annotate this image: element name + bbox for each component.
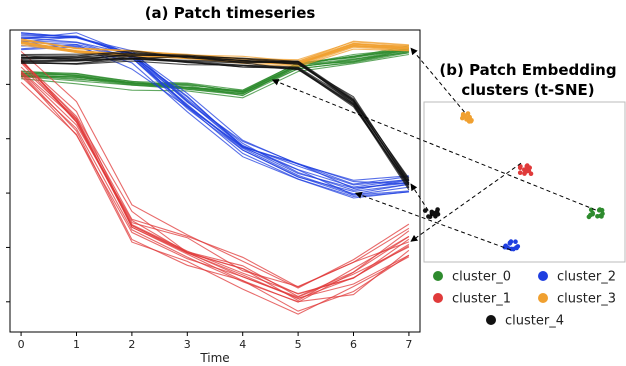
x-tick-label: 2 — [128, 338, 135, 351]
series-line — [20, 76, 410, 303]
timeseries-frame — [9, 29, 421, 333]
embedding-point — [467, 114, 473, 120]
series-line — [21, 56, 410, 188]
series-line — [21, 32, 409, 186]
cluster-points-cluster_0 — [586, 207, 605, 220]
series-line — [21, 32, 409, 185]
series-line — [20, 81, 410, 315]
x-tick-label: 7 — [405, 338, 412, 351]
legend-entry-cluster_4: cluster_4 — [486, 314, 564, 329]
embedding-point — [422, 208, 428, 213]
series-cluster_2 — [21, 32, 410, 199]
series-line — [21, 48, 410, 97]
timeseries-title: (a) Patch timeseries — [144, 4, 316, 22]
series-cluster_4 — [21, 50, 410, 191]
series-line — [21, 51, 410, 182]
cluster-points-cluster_1 — [517, 163, 534, 176]
connector-arrow-cluster_2 — [354, 191, 512, 251]
legend-marker — [433, 293, 443, 303]
embedding-point — [466, 119, 472, 124]
connector-arrow-cluster_4 — [410, 183, 433, 217]
x-tick-label: 5 — [295, 338, 302, 351]
legend-label: cluster_0 — [452, 270, 511, 285]
legend: cluster_0 cluster_2 cluster_1 cluster_3clus… — [433, 270, 616, 329]
x-tick-label: 0 — [18, 338, 25, 351]
embedding-point — [522, 167, 527, 172]
embedding-point — [511, 246, 516, 252]
series-line — [21, 40, 409, 196]
series-line — [21, 52, 409, 96]
embedding-point — [517, 170, 523, 175]
embedding-point — [435, 207, 440, 212]
embedding-point — [426, 214, 431, 219]
series-line — [20, 60, 410, 295]
connector-arrows — [271, 47, 596, 251]
connector-arrow-cluster_1 — [410, 162, 522, 242]
series-line — [20, 66, 410, 303]
x-tick-label: 1 — [73, 338, 80, 351]
series-line — [21, 50, 410, 180]
x-tick-label: 4 — [239, 338, 246, 351]
legend-entry-cluster_0: cluster_0 — [433, 270, 511, 285]
cluster-points-cluster_2 — [502, 239, 521, 252]
series-line — [21, 54, 410, 184]
embedding-point — [598, 213, 603, 219]
legend-entry-cluster_2: cluster_2 — [538, 270, 616, 285]
embedding-point — [461, 113, 467, 119]
series-line — [21, 45, 409, 192]
series-line — [20, 59, 410, 288]
series-line — [21, 53, 410, 179]
embedding-point — [590, 210, 595, 216]
series-cluster_0 — [21, 45, 410, 99]
cluster-points-cluster_3 — [460, 111, 474, 124]
x-axis-label: Time — [199, 351, 229, 365]
series-line — [21, 53, 409, 99]
series-line — [21, 50, 409, 93]
embedding-point — [433, 210, 439, 216]
legend-label: cluster_3 — [557, 292, 616, 307]
series-line — [20, 50, 410, 289]
legend-marker — [538, 271, 548, 281]
cluster-points-cluster_4 — [422, 207, 441, 219]
series-cluster_1 — [20, 50, 410, 315]
connector-arrow-cluster_0 — [271, 78, 596, 211]
legend-marker — [433, 271, 443, 281]
timeseries-axes: 0 1 2 3 4 5 6 7 Time — [6, 29, 421, 365]
series-line — [20, 71, 410, 298]
series-line — [20, 58, 410, 298]
legend-entry-cluster_3: cluster_3 — [538, 292, 616, 307]
series-line — [21, 37, 409, 189]
embedding-point — [522, 171, 527, 176]
legend-entry-cluster_1: cluster_1 — [433, 292, 511, 307]
embedding-point — [527, 165, 532, 170]
legend-marker — [538, 293, 548, 303]
embedding-point — [518, 164, 523, 169]
legend-label: cluster_2 — [557, 270, 616, 285]
legend-label: cluster_4 — [505, 314, 564, 329]
series-line — [20, 60, 410, 300]
embedding-frame — [423, 101, 626, 263]
series-line — [20, 72, 410, 312]
timeseries-lines — [20, 32, 410, 315]
embedding-points — [422, 101, 626, 263]
x-tick-label: 6 — [350, 338, 357, 351]
embedding-point — [507, 240, 513, 245]
legend-marker — [486, 315, 496, 325]
embedding-title: (b) Patch Embedding clusters (t-SNE) — [439, 61, 617, 99]
legend-label: cluster_1 — [452, 292, 511, 307]
x-tick-label: 3 — [184, 338, 191, 351]
embedding-point — [528, 171, 534, 176]
embedding-point — [513, 239, 518, 244]
series-line — [21, 58, 410, 184]
embedding-point — [596, 208, 602, 213]
